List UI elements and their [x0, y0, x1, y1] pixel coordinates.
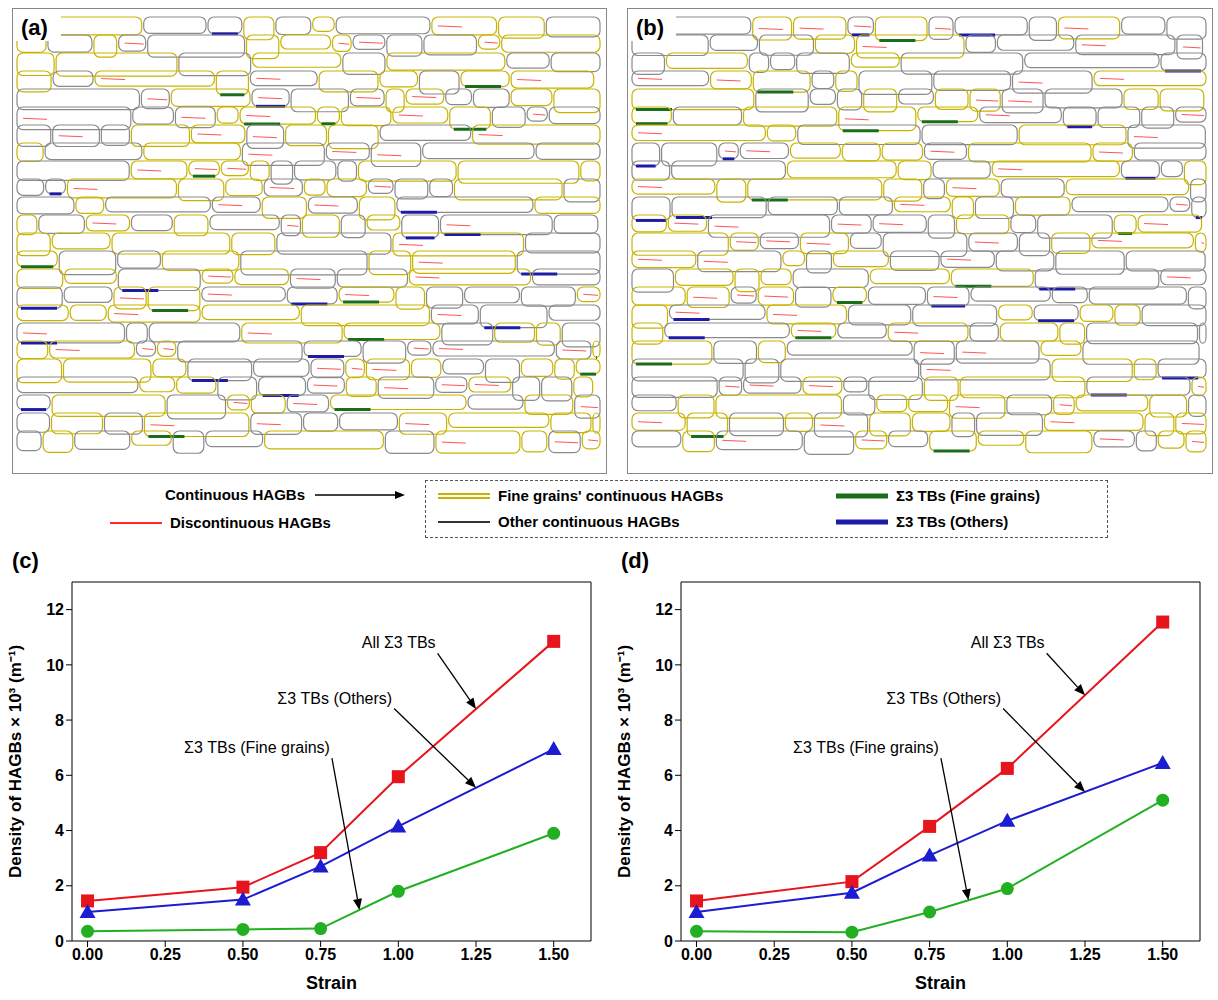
svg-text:4: 4 — [664, 822, 673, 839]
svg-text:2: 2 — [664, 877, 673, 894]
html-text:(c): (c) — [12, 548, 39, 573]
svg-text:0: 0 — [664, 933, 673, 950]
svg-text:1.25: 1.25 — [1069, 946, 1100, 963]
svg-text:0.50: 0.50 — [227, 946, 258, 963]
svg-text:Density of HAGBs × 10³ (m⁻¹): Density of HAGBs × 10³ (m⁻¹) — [6, 645, 25, 878]
svg-text:12: 12 — [655, 601, 673, 618]
svg-text:Σ3 TBs (Fine grains): Σ3 TBs (Fine grains) — [793, 739, 939, 756]
svg-text:2: 2 — [55, 877, 64, 894]
svg-text:6: 6 — [55, 767, 64, 784]
svg-text:Strain: Strain — [915, 973, 966, 993]
svg-text:Σ3 TBs (Others): Σ3 TBs (Others) — [886, 690, 1001, 707]
svg-text:0: 0 — [55, 933, 64, 950]
html-text:Σ3 TBs (Fine grains): Σ3 TBs (Fine grains) — [896, 487, 1040, 504]
svg-text:8: 8 — [55, 712, 64, 729]
svg-text:0.75: 0.75 — [305, 946, 336, 963]
svg-text:10: 10 — [655, 657, 673, 674]
svg-text:1.50: 1.50 — [538, 946, 569, 963]
svg-text:0.25: 0.25 — [150, 946, 181, 963]
svg-text:4: 4 — [55, 822, 64, 839]
html-text:Σ3 TBs (Others): Σ3 TBs (Others) — [896, 513, 1009, 530]
html-text:(d): (d) — [621, 548, 650, 573]
svg-text:1.50: 1.50 — [1147, 946, 1178, 963]
svg-text:1.00: 1.00 — [992, 946, 1023, 963]
svg-text:8: 8 — [664, 712, 673, 729]
svg-text:Strain: Strain — [306, 973, 357, 993]
html-text:Other continuous HAGBs: Other continuous HAGBs — [498, 513, 680, 530]
svg-text:6: 6 — [664, 767, 673, 784]
svg-text:10: 10 — [46, 657, 64, 674]
svg-text:1.00: 1.00 — [383, 946, 414, 963]
html-text:Fine grains' continuous HAGBs: Fine grains' continuous HAGBs — [498, 487, 724, 504]
svg-text:0.50: 0.50 — [836, 946, 867, 963]
svg-text:Density of HAGBs × 10³ (m⁻¹): Density of HAGBs × 10³ (m⁻¹) — [615, 645, 634, 878]
svg-text:0.00: 0.00 — [72, 946, 103, 963]
svg-text:12: 12 — [46, 601, 64, 618]
svg-text:(b): (b) — [636, 15, 664, 40]
svg-text:0.00: 0.00 — [681, 946, 712, 963]
svg-text:0.25: 0.25 — [759, 946, 790, 963]
svg-text:(a): (a) — [21, 15, 48, 40]
html-text:Discontinuous HAGBs: Discontinuous HAGBs — [170, 514, 331, 531]
svg-text:Σ3 TBs (Fine grains): Σ3 TBs (Fine grains) — [184, 739, 330, 756]
svg-text:0.75: 0.75 — [914, 946, 945, 963]
svg-text:All Σ3 TBs: All Σ3 TBs — [971, 634, 1045, 651]
html-text:Continuous HAGBs: Continuous HAGBs — [165, 486, 305, 503]
svg-text:Σ3 TBs (Others): Σ3 TBs (Others) — [277, 690, 392, 707]
svg-text:All Σ3 TBs: All Σ3 TBs — [362, 634, 436, 651]
svg-text:1.25: 1.25 — [460, 946, 491, 963]
